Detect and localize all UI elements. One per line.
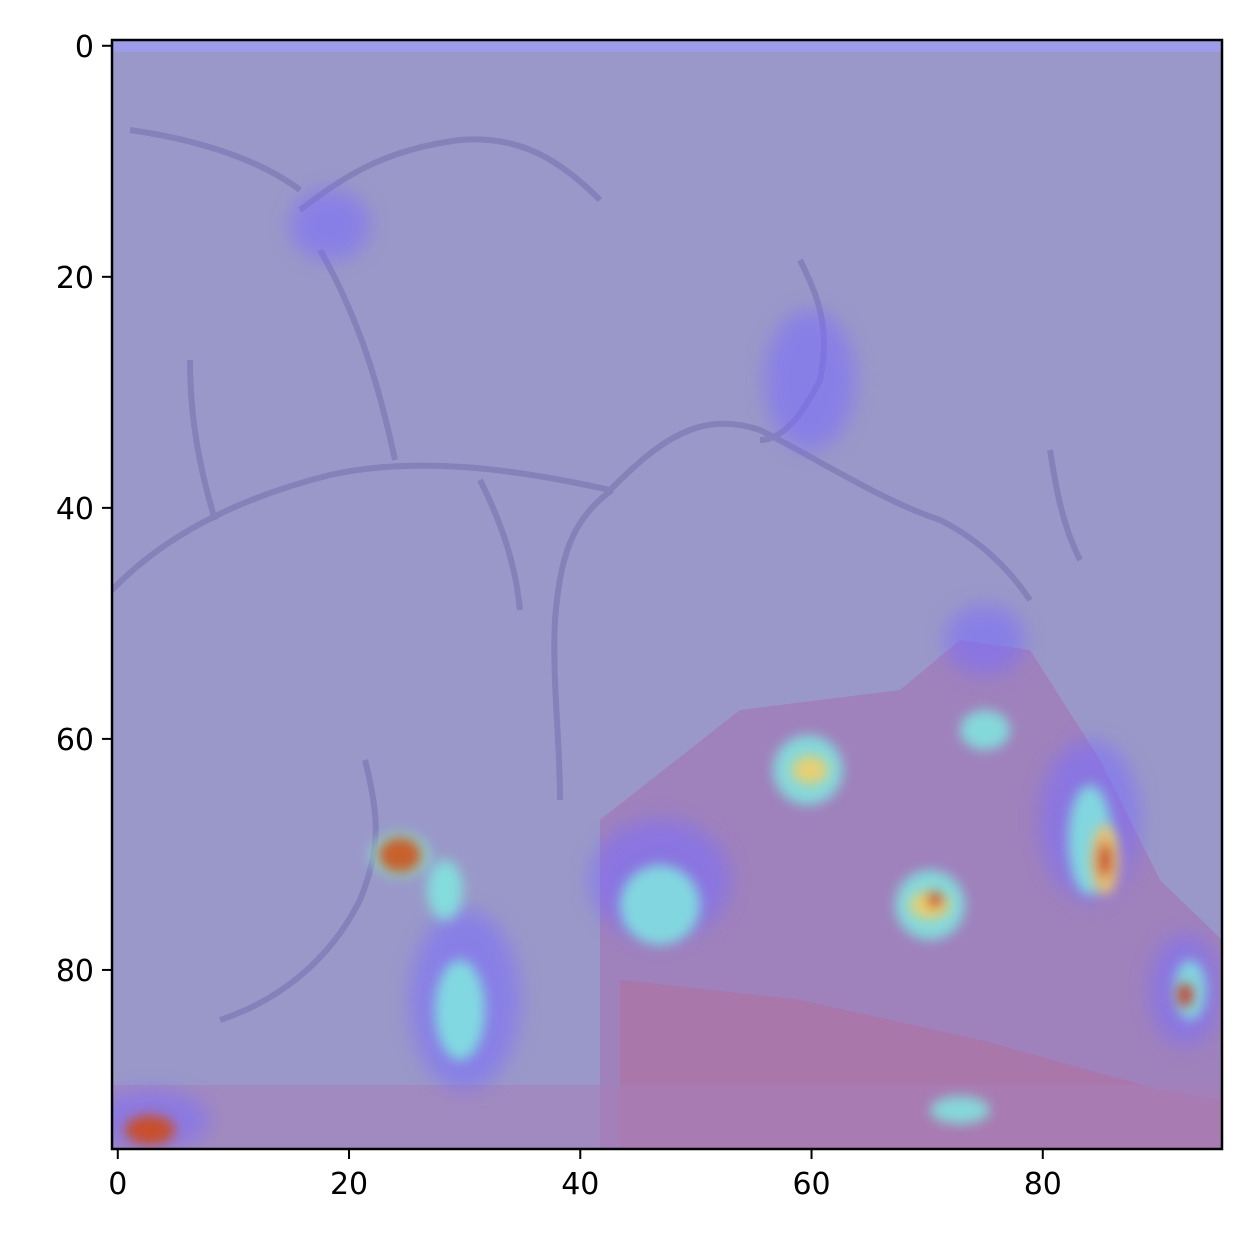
bottom-edge-strip [112, 1085, 1222, 1149]
x-tick-label: 20 [330, 1167, 368, 1202]
y-axis: 0 20 40 60 80 [56, 30, 112, 989]
sketch-lines [112, 127, 1083, 1023]
plot-area [112, 40, 1222, 1149]
cyan-hotspots [370, 710, 1206, 1124]
y-tick-label: 40 [56, 492, 94, 527]
x-tick-label: 80 [1024, 1167, 1062, 1202]
y-tick-label: 0 [75, 30, 94, 65]
hot-hotspots [125, 756, 1193, 1145]
y-tick-label: 20 [56, 261, 94, 296]
y-tick-label: 60 [56, 723, 94, 758]
axes-frame [110, 38, 1224, 1151]
top-edge-strip [112, 40, 1222, 52]
x-axis: 0 20 40 60 80 [108, 1149, 1062, 1202]
y-tick-label: 80 [56, 954, 94, 989]
x-tick-label: 60 [792, 1167, 830, 1202]
x-tick-label: 0 [108, 1167, 127, 1202]
x-tick-label: 40 [561, 1167, 599, 1202]
